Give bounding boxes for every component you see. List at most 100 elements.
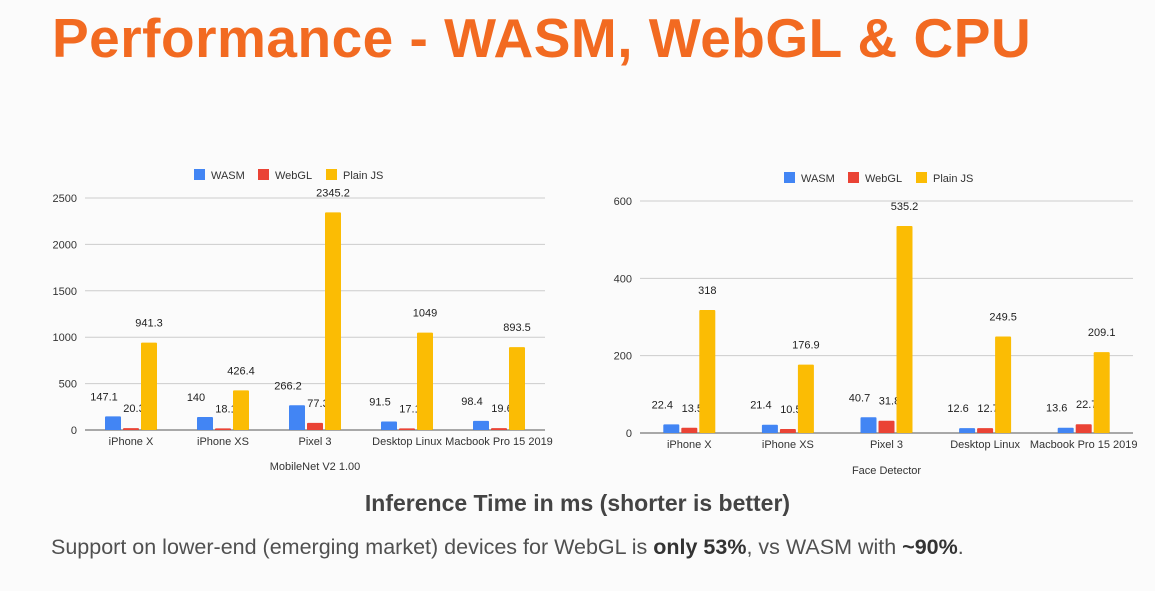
bar-webgl xyxy=(307,422,323,430)
x-tick-label: Macbook Pro 15 2019 xyxy=(1030,439,1138,451)
data-label-webgl: 17.1 xyxy=(399,403,420,415)
bar-wasm xyxy=(473,420,489,430)
legend-swatch-plain-js xyxy=(916,172,927,183)
x-tick-label: Desktop Linux xyxy=(950,439,1020,451)
data-label-wasm: 22.4 xyxy=(652,399,673,411)
bar-plain-js xyxy=(417,332,433,430)
data-label-wasm: 91.5 xyxy=(369,397,390,409)
bar-plain-js xyxy=(699,310,716,433)
x-axis-title: Face Detector xyxy=(852,465,921,477)
bar-webgl xyxy=(123,428,139,430)
chart-caption: Inference Time in ms (shorter is better) xyxy=(364,490,791,516)
x-tick-label: Pixel 3 xyxy=(870,439,903,451)
data-label-wasm: 12.6 xyxy=(947,403,968,415)
bar-webgl xyxy=(779,428,796,433)
y-tick-label: 2000 xyxy=(53,239,77,251)
data-label-webgl: 13.5 xyxy=(682,403,703,415)
y-tick-label: 1500 xyxy=(53,286,77,298)
legend-label-wasm: WASM xyxy=(801,173,835,185)
note-text-3: . xyxy=(957,535,964,559)
data-label-wasm: 98.4 xyxy=(461,396,482,408)
data-label-wasm: 140 xyxy=(187,392,205,404)
x-tick-label: iPhone X xyxy=(109,436,154,448)
x-tick-label: iPhone XS xyxy=(762,439,814,451)
bar-wasm xyxy=(197,417,213,430)
bar-webgl xyxy=(878,420,895,433)
bar-wasm xyxy=(761,424,778,433)
data-label-plain-js: 318 xyxy=(698,285,716,297)
bar-webgl xyxy=(1075,424,1092,433)
legend-label-webgl: WebGL xyxy=(275,170,312,182)
legend-swatch-wasm xyxy=(784,172,795,183)
y-tick-label: 600 xyxy=(614,196,632,208)
bar-wasm xyxy=(1057,427,1074,433)
data-label-plain-js: 176.9 xyxy=(792,340,820,352)
data-label-webgl: 19.6 xyxy=(491,403,512,415)
legend-swatch-wasm xyxy=(194,169,205,180)
legend-swatch-webgl xyxy=(258,169,269,180)
note-bold-2: ~90% xyxy=(902,535,958,559)
legend-label-plain-js: Plain JS xyxy=(933,173,973,185)
bar-wasm xyxy=(663,424,680,433)
note-text-1: Support on lower-end (emerging market) d… xyxy=(51,535,654,559)
data-label-plain-js: 426.4 xyxy=(227,365,255,377)
bar-plain-js xyxy=(995,336,1012,433)
y-tick-label: 1000 xyxy=(53,332,77,344)
data-label-plain-js: 2345.2 xyxy=(316,187,350,199)
data-label-webgl: 31.8 xyxy=(879,396,900,408)
legend-swatch-webgl xyxy=(848,172,859,183)
bar-wasm xyxy=(289,405,305,430)
note-bold-1: only 53% xyxy=(653,535,747,559)
bar-plain-js xyxy=(797,364,814,433)
bar-webgl xyxy=(681,427,698,433)
bar-wasm xyxy=(105,416,121,430)
x-tick-label: iPhone X xyxy=(667,439,712,451)
data-label-wasm: 40.7 xyxy=(849,392,870,404)
data-label-plain-js: 249.5 xyxy=(989,312,1017,324)
data-label-webgl: 12.7 xyxy=(977,403,998,415)
legend-swatch-plain-js xyxy=(326,169,337,180)
bar-webgl xyxy=(977,428,994,433)
bar-wasm xyxy=(959,428,976,433)
data-label-plain-js: 1049 xyxy=(413,308,437,320)
data-label-wasm: 147.1 xyxy=(90,391,118,403)
x-tick-label: iPhone XS xyxy=(197,436,249,448)
bar-wasm xyxy=(381,421,397,430)
y-tick-label: 200 xyxy=(614,351,632,363)
bar-plain-js xyxy=(141,342,157,430)
legend-label-webgl: WebGL xyxy=(865,173,902,185)
x-tick-label: Desktop Linux xyxy=(372,436,442,448)
data-label-webgl: 18.1 xyxy=(215,403,236,415)
data-label-plain-js: 535.2 xyxy=(891,201,919,213)
legend-label-plain-js: Plain JS xyxy=(343,170,383,182)
x-tick-label: Macbook Pro 15 2019 xyxy=(445,436,553,448)
data-label-plain-js: 893.5 xyxy=(503,322,531,334)
bar-plain-js xyxy=(509,347,525,430)
bar-webgl xyxy=(215,428,231,430)
data-label-plain-js: 209.1 xyxy=(1088,327,1116,339)
legend-label-wasm: WASM xyxy=(211,170,245,182)
x-tick-label: Pixel 3 xyxy=(298,436,331,448)
y-tick-label: 500 xyxy=(59,379,77,391)
bar-plain-js xyxy=(233,390,249,430)
support-note: Support on lower-end (emerging market) d… xyxy=(51,535,964,560)
y-tick-label: 0 xyxy=(626,428,632,440)
bar-plain-js xyxy=(896,226,913,433)
data-label-webgl: 10.5 xyxy=(780,404,801,416)
bar-webgl xyxy=(399,428,415,430)
slide-title: Performance - WASM, WebGL & CPU xyxy=(52,7,1032,69)
data-label-wasm: 13.6 xyxy=(1046,403,1067,415)
data-label-plain-js: 941.3 xyxy=(135,318,163,330)
bar-plain-js xyxy=(1093,352,1110,433)
bar-plain-js xyxy=(325,212,341,430)
note-text-2: , vs WASM with xyxy=(746,535,903,559)
data-label-webgl: 20.3 xyxy=(123,403,144,415)
bar-webgl xyxy=(491,428,507,430)
x-axis-title: MobileNet V2 1.00 xyxy=(270,461,361,473)
y-tick-label: 2500 xyxy=(53,193,77,205)
y-tick-label: 0 xyxy=(71,425,77,437)
data-label-wasm: 266.2 xyxy=(274,380,302,392)
y-tick-label: 400 xyxy=(614,273,632,285)
